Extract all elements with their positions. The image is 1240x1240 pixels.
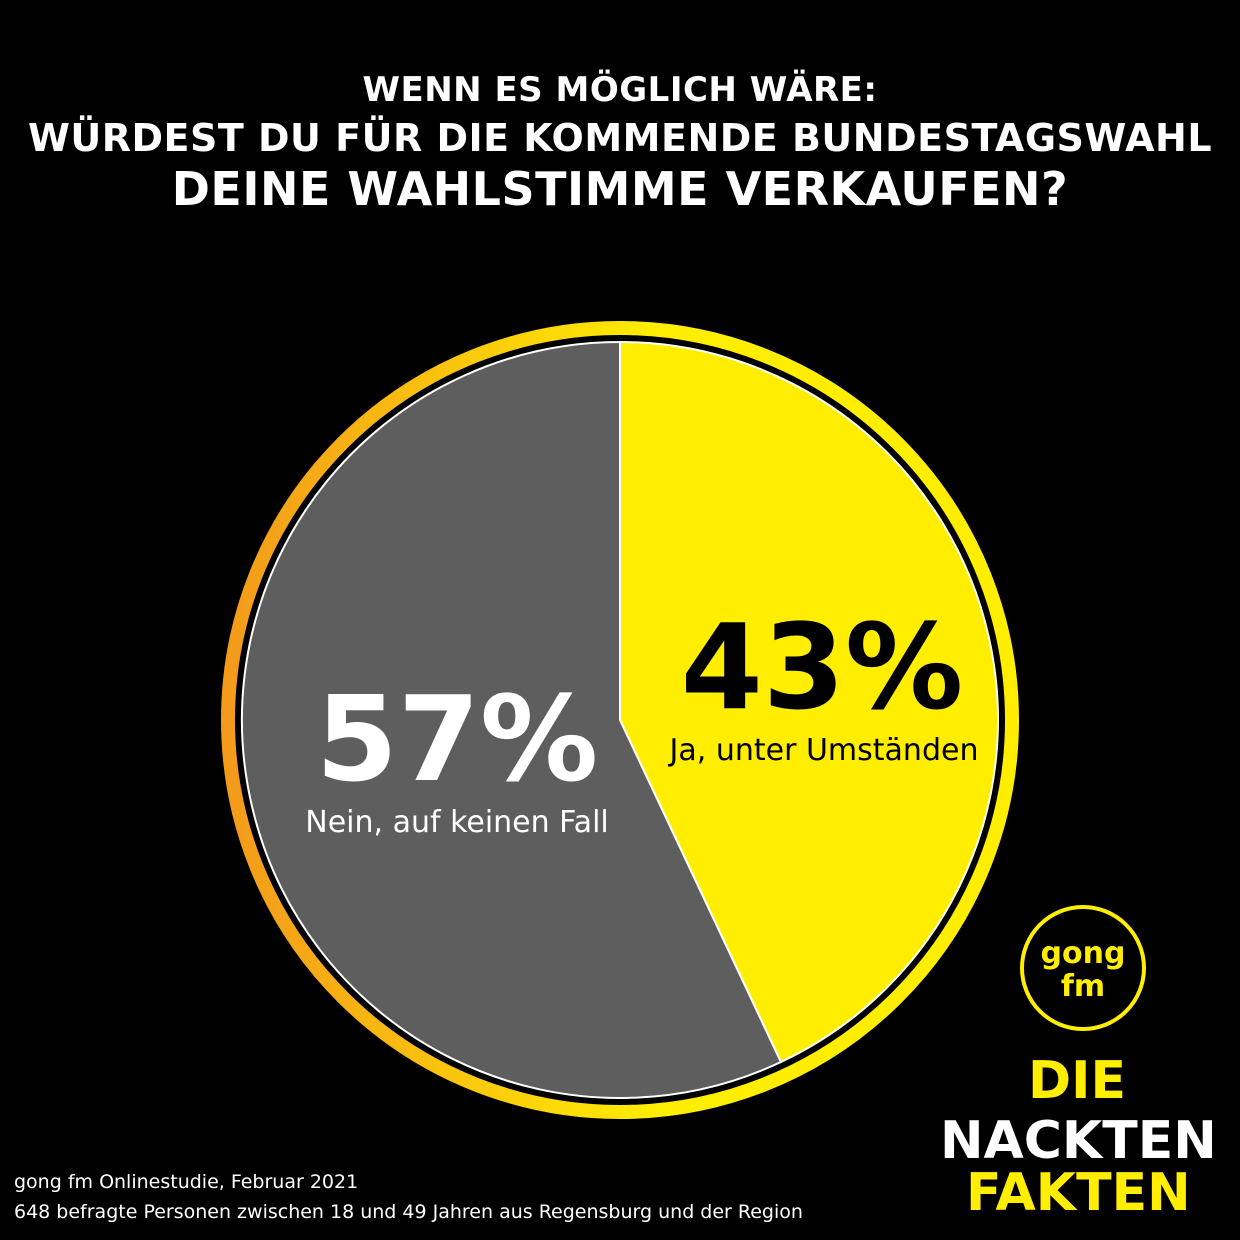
data-label-yes-text: Ja, unter Umständen (668, 733, 979, 768)
pie-slice-no (240, 340, 783, 1099)
source-note: gong fm Onlinestudie, Februar 2021 (14, 1171, 359, 1193)
svg-text:FAKTEN: FAKTEN (966, 1163, 1191, 1220)
die-nackten-fakten-logo: DIE NACKTEN FAKTEN (940, 1051, 1217, 1220)
svg-text:DIE: DIE (1028, 1051, 1126, 1111)
title-line-2: WÜRDEST DU FÜR DIE KOMMENDE BUNDESTAGSWA… (27, 116, 1213, 160)
svg-text:gong: gong (1041, 936, 1126, 971)
sample-note: 648 befragte Personen zwischen 18 und 49… (14, 1201, 803, 1223)
title-line-1: WENN ES MÖGLICH WÄRE: (362, 70, 878, 110)
gong-fm-logo: gong fm (1020, 905, 1146, 1031)
pie-slice-yes (619, 340, 999, 1064)
svg-text:NACKTEN: NACKTEN (940, 1111, 1217, 1171)
title-line-3: DEINE WAHLSTIMME VERKAUFEN? (171, 162, 1069, 216)
svg-text:fm: fm (1061, 969, 1105, 1004)
outer-ring (221, 321, 1019, 1119)
data-label-no-percent: 57% (316, 670, 598, 808)
data-label-yes-percent: 43% (681, 598, 963, 736)
data-label-no-text: Nein, auf keinen Fall (305, 805, 609, 840)
